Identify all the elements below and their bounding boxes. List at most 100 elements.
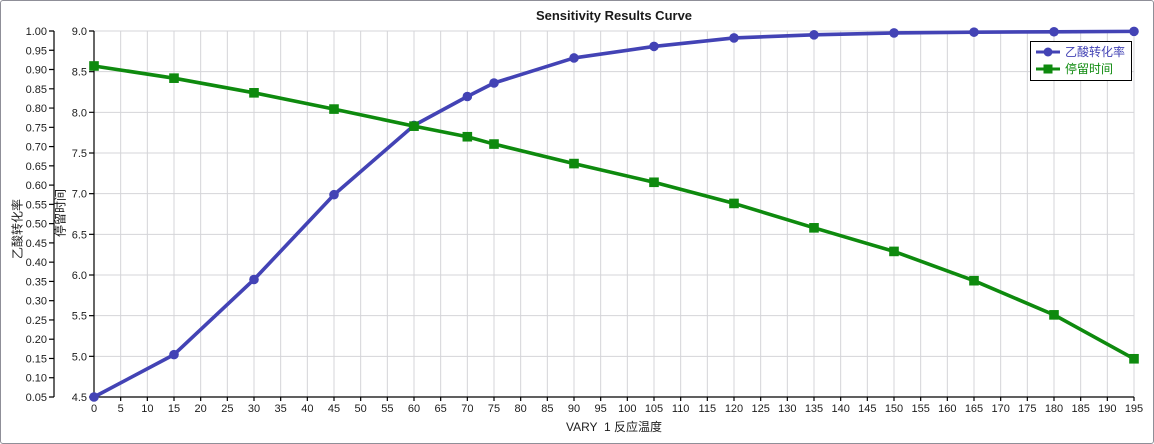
x-tick-label: 85 bbox=[541, 403, 553, 415]
data-point-marker bbox=[569, 158, 579, 169]
data-point-marker bbox=[569, 53, 579, 63]
data-point-marker bbox=[1049, 26, 1059, 37]
outer-y-tick-label: 0.40 bbox=[26, 257, 47, 269]
data-point-marker bbox=[809, 30, 819, 40]
outer-y-tick-label: 0.75 bbox=[26, 122, 47, 134]
x-tick-label: 185 bbox=[1071, 403, 1089, 415]
x-tick-label: 120 bbox=[725, 403, 743, 415]
x-axis: 0 5 10 15 20 25 30 35 40 45 50 55 60 65 70 75 80 85 90 95 10… bbox=[91, 396, 1143, 415]
inner-y-tick-label: 7.5 bbox=[72, 148, 87, 160]
data-point-marker bbox=[409, 121, 419, 131]
outer-y-tick-label: 1.00 bbox=[26, 26, 47, 38]
data-point-marker bbox=[462, 91, 473, 102]
legend-line-circle-icon bbox=[1035, 47, 1060, 57]
inner-y-axis-title: 停留时间 bbox=[53, 188, 68, 238]
x-tick-label: 195 bbox=[1125, 403, 1143, 415]
outer-y-tick-label: 0.90 bbox=[26, 65, 47, 77]
x-tick-label: 90 bbox=[568, 403, 580, 415]
data-point-marker bbox=[249, 274, 259, 285]
outer-y-tick-label: 0.30 bbox=[26, 296, 47, 308]
x-tick-label: 150 bbox=[885, 403, 903, 415]
data-point-marker bbox=[329, 189, 339, 200]
data-point-marker bbox=[89, 61, 99, 71]
outer-y-tick-label: 0.60 bbox=[26, 180, 47, 192]
data-point-marker bbox=[729, 33, 739, 43]
inner-y-tick-label: 9.0 bbox=[72, 26, 87, 38]
data-point-marker bbox=[1049, 310, 1059, 320]
x-tick-label: 180 bbox=[1045, 403, 1063, 415]
legend-label-residence-time: 停留时间 bbox=[1064, 62, 1113, 76]
data-point-marker bbox=[809, 223, 819, 233]
inner-y-tick-label: 5.5 bbox=[72, 311, 87, 323]
outer-y-tick-label: 0.10 bbox=[26, 373, 47, 385]
data-point-marker bbox=[889, 246, 899, 257]
inner-y-tick-label: 6.0 bbox=[72, 270, 87, 282]
x-axis-title: VARY 1 反应温度 bbox=[565, 420, 663, 434]
x-tick-label: 60 bbox=[408, 403, 420, 415]
outer-y-tick-label: 0.15 bbox=[26, 353, 47, 365]
outer-y-tick-label: 0.25 bbox=[26, 315, 47, 327]
inner-y-tick-label: 8.0 bbox=[72, 107, 87, 119]
x-tick-label: 50 bbox=[355, 403, 367, 415]
x-tick-label: 165 bbox=[965, 403, 983, 415]
series-residence-time bbox=[89, 61, 1139, 364]
data-point-marker bbox=[89, 392, 99, 402]
data-point-marker bbox=[889, 28, 899, 38]
x-tick-label: 170 bbox=[991, 403, 1009, 415]
series-conversion bbox=[89, 26, 1139, 402]
data-point-marker bbox=[489, 78, 499, 88]
legend-line-square-icon bbox=[1035, 64, 1060, 74]
x-tick-label: 5 bbox=[118, 403, 124, 415]
x-tick-label: 130 bbox=[778, 403, 796, 415]
outer-y-tick-label: 0.45 bbox=[26, 238, 47, 250]
x-tick-label: 175 bbox=[1018, 403, 1036, 415]
inner-y-tick-label: 6.5 bbox=[72, 229, 87, 241]
x-tick-label: 75 bbox=[488, 403, 500, 415]
x-tick-label: 0 bbox=[91, 403, 97, 415]
data-point-marker bbox=[649, 177, 659, 188]
series-residence-time-line bbox=[92, 64, 1136, 361]
x-tick-label: 125 bbox=[751, 403, 769, 415]
x-tick-label: 160 bbox=[938, 403, 956, 415]
x-tick-label: 25 bbox=[221, 403, 233, 415]
data-point-marker bbox=[649, 41, 659, 52]
data-point-marker bbox=[969, 275, 979, 286]
x-tick-label: 10 bbox=[141, 403, 153, 415]
series-conversion-line bbox=[92, 29, 1136, 399]
series-conversion-markers bbox=[89, 26, 1139, 402]
x-tick-label: 40 bbox=[301, 403, 313, 415]
outer-y-tick-label: 0.05 bbox=[26, 392, 47, 404]
inner-y-tick-label: 4.5 bbox=[72, 392, 87, 404]
legend-entry-residence-time: 停留时间 bbox=[1035, 61, 1125, 77]
inner-y-tick-label: 7.0 bbox=[72, 189, 87, 201]
data-point-marker bbox=[462, 131, 473, 142]
gridlines bbox=[94, 30, 1135, 397]
x-tick-label: 20 bbox=[195, 403, 207, 415]
legend-label-conversion: 乙酸转化率 bbox=[1064, 45, 1125, 59]
x-tick-label: 135 bbox=[805, 403, 823, 415]
x-tick-label: 65 bbox=[435, 403, 447, 415]
data-point-marker bbox=[329, 104, 339, 114]
outer-y-tick-label: 0.65 bbox=[26, 161, 47, 173]
outer-y-tick-label: 0.55 bbox=[26, 199, 47, 211]
outer-y-tick-label: 0.50 bbox=[26, 219, 47, 231]
inner-y-axis: 4.5 5.0 5.5 6.0 6.5 7.0 7.5 8.0 8.5 9.0 bbox=[72, 26, 95, 404]
x-tick-label: 45 bbox=[328, 403, 340, 415]
data-point-marker bbox=[169, 349, 179, 360]
outer-y-axis: 0.05 0.10 0.15 0.20 0.25 0.30 0.35 0.40 0.45 0.50… bbox=[26, 26, 55, 404]
outer-y-tick-label: 0.70 bbox=[26, 142, 47, 154]
x-tick-label: 30 bbox=[248, 403, 260, 415]
inner-y-tick-label: 5.0 bbox=[72, 351, 87, 363]
x-tick-label: 140 bbox=[831, 403, 849, 415]
data-point-marker bbox=[729, 198, 739, 209]
outer-y-tick-label: 0.85 bbox=[26, 84, 47, 96]
x-tick-label: 15 bbox=[168, 403, 180, 415]
data-point-marker bbox=[1129, 353, 1139, 364]
x-tick-label: 145 bbox=[858, 403, 876, 415]
x-tick-label: 190 bbox=[1098, 403, 1116, 415]
data-point-marker bbox=[249, 88, 259, 98]
legend-entry-conversion: 乙酸转化率 bbox=[1035, 44, 1125, 60]
x-tick-label: 35 bbox=[275, 403, 287, 415]
data-point-marker bbox=[489, 139, 499, 149]
